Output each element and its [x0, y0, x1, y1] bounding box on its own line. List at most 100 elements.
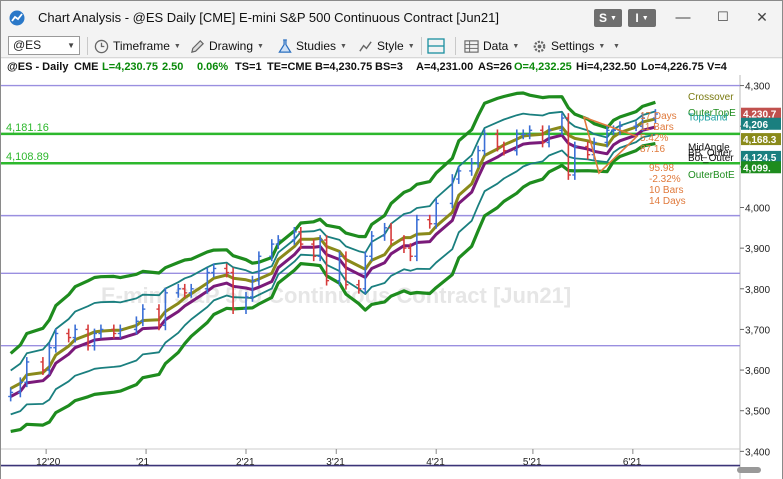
data-menu[interactable]: Data ▼ — [464, 37, 519, 55]
x-tick-label: 3'21 — [326, 457, 345, 468]
info-low: Lo=4,226.75 — [641, 61, 704, 73]
toolbar-divider — [455, 37, 456, 55]
info-ask: A=4,231.00 — [416, 61, 474, 73]
measure-annotation: 10 Bars — [649, 185, 683, 196]
toolbar-overflow-button[interactable]: ▼ — [613, 37, 620, 55]
x-tick-label: 4'21 — [426, 457, 445, 468]
info-bid: B=4,230.75 — [315, 61, 373, 73]
measure-annotation: 95.98 — [649, 163, 674, 174]
maximize-button[interactable]: ☐ — [717, 9, 729, 24]
y-tick-label: 3,800 — [745, 285, 770, 296]
measure-annotation: 11 Bars — [640, 122, 674, 133]
study-label: Crossover — [688, 92, 734, 103]
studies-label: Studies — [296, 39, 337, 53]
symbol-value: @ES — [13, 38, 42, 52]
timeframe-label: Timeframe — [113, 39, 170, 53]
x-tick-label: 2'21 — [236, 457, 255, 468]
info-te: TE=CME — [267, 61, 312, 73]
timeframe-menu[interactable]: Timeframe ▼ — [94, 37, 181, 55]
price-chart[interactable]: E-mini S&P 500 Continuous Contract [Jun2… — [1, 75, 782, 479]
drawing-menu[interactable]: Drawing ▼ — [190, 37, 264, 55]
toolbar-divider — [421, 37, 422, 55]
i-button-label: I — [635, 11, 639, 25]
i-menu-button[interactable]: I ▼ — [628, 9, 656, 27]
chevron-down-icon: ▼ — [610, 14, 617, 22]
price-tag-label: 4,230.7 — [743, 110, 777, 121]
minimize-button[interactable]: — — [675, 8, 691, 26]
close-button[interactable]: ✕ — [756, 8, 768, 25]
chevron-down-icon: ▼ — [407, 42, 415, 50]
symbol-input[interactable]: @ES ▼ — [8, 36, 80, 55]
pencil-icon — [191, 39, 204, 53]
chevron-down-icon: ▼ — [67, 41, 75, 50]
outer-top-band — [9, 91, 656, 355]
toolbar: @ES ▼ Timeframe ▼ Drawing ▼ Studies ▼ St… — [1, 34, 782, 58]
crossover-drawing — [582, 115, 639, 175]
y-tick-label: 3,600 — [745, 366, 770, 377]
window-title: Chart Analysis - @ES Daily [CME] E-mini … — [38, 10, 499, 25]
price-tag — [741, 133, 781, 146]
price-tag — [741, 150, 781, 163]
price-tag-label: 4,206 — [743, 120, 768, 131]
y-tick-label: 3,900 — [745, 244, 770, 255]
studies-menu[interactable]: Studies ▼ — [278, 37, 347, 55]
flask-icon — [278, 38, 292, 53]
info-bid-size: BS=3 — [375, 61, 403, 73]
price-tag-label: 4,168.3 — [743, 135, 777, 146]
measure-annotation: 17 Days — [640, 111, 677, 122]
price-tag — [741, 161, 781, 174]
study-label: TopBand — [688, 112, 727, 123]
x-tick-label: '21 — [136, 457, 149, 468]
chart-area[interactable]: E-mini S&P 500 Continuous Contract [Jun2… — [1, 75, 782, 479]
y-tick-label: 3,500 — [745, 407, 770, 418]
s-menu-button[interactable]: S ▼ — [594, 9, 622, 27]
layout-button[interactable] — [427, 37, 445, 55]
price-tag — [741, 117, 781, 130]
price-tag — [741, 107, 781, 120]
app-logo-icon — [9, 10, 25, 26]
chart-watermark: E-mini S&P 500 Continuous Contract [Jun2… — [101, 283, 571, 308]
price-tag-label: 4,124.5 — [743, 153, 777, 164]
y-tick-label: 4,000 — [745, 203, 770, 214]
top-band — [10, 110, 656, 372]
x-tick-label: 6'21 — [623, 457, 642, 468]
study-label: OuterTopE — [688, 108, 736, 119]
settings-menu[interactable]: Settings ▼ — [532, 37, 605, 55]
clock-icon — [94, 39, 109, 53]
measure-annotation: 87.16 — [640, 144, 665, 155]
info-volume: V=4 — [707, 61, 727, 73]
data-grid-icon — [464, 39, 479, 53]
info-change: 2.50 — [162, 61, 184, 73]
data-label: Data — [483, 39, 509, 53]
info-exchange: CME — [74, 61, 99, 73]
mid-band — [9, 117, 656, 390]
chart-style-icon — [359, 40, 372, 52]
study-label: OuterBotE — [688, 170, 735, 181]
horizontal-line-label: 4,108.89 — [6, 151, 49, 163]
symbol-info-bar: @ES - Daily CME L=4,230.75 2.50 0.06% TS… — [1, 59, 782, 75]
info-ask-size: AS=26 — [478, 61, 512, 73]
study-label: Bot_Outer — [688, 153, 734, 164]
gear-icon — [533, 40, 546, 52]
chevron-down-icon: ▼ — [173, 42, 181, 50]
chevron-down-icon: ▼ — [641, 14, 649, 22]
style-menu[interactable]: Style ▼ — [358, 37, 415, 55]
chevron-down-icon: ▼ — [613, 42, 620, 50]
info-change-pct: 0.06% — [197, 61, 229, 73]
measure-annotation: 14 Days — [649, 196, 686, 207]
chevron-down-icon: ▼ — [598, 42, 606, 50]
y-tick-label: 3,400 — [745, 447, 770, 458]
info-open: O=4,232.25 — [514, 61, 572, 73]
info-symbol: @ES - Daily — [7, 61, 69, 73]
x-tick-label: 12'20 — [36, 457, 61, 468]
measure-annotation: 5.42% — [640, 133, 668, 144]
s-button-label: S — [599, 11, 608, 25]
chevron-down-icon: ▼ — [340, 42, 347, 50]
y-tick-label: 4,300 — [745, 82, 770, 93]
settings-label: Settings — [551, 39, 595, 53]
horizontal-scrollbar-thumb — [737, 467, 761, 473]
x-tick-label: 5'21 — [523, 457, 542, 468]
style-label: Style — [377, 39, 404, 53]
measure-annotation: -2.32% — [649, 174, 681, 185]
